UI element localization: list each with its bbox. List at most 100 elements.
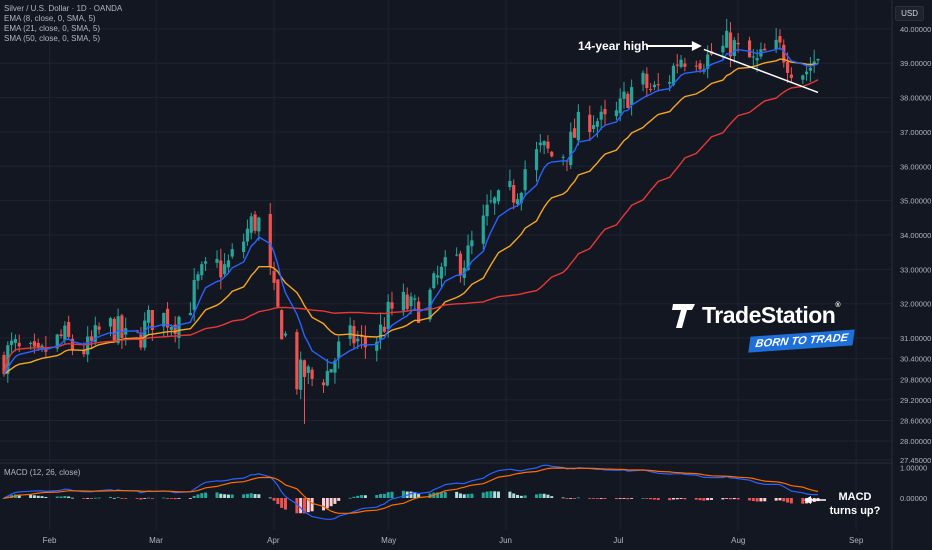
candle-body[interactable] <box>812 61 816 66</box>
candle-body[interactable] <box>401 291 405 311</box>
candle-body[interactable] <box>485 204 489 217</box>
candle-body[interactable] <box>652 84 657 88</box>
candle-body[interactable] <box>622 91 626 99</box>
candle-body[interactable] <box>576 111 580 141</box>
candle-body[interactable] <box>200 264 204 276</box>
candle-body[interactable] <box>223 264 227 275</box>
candle-body[interactable] <box>32 341 37 347</box>
candle-body[interactable] <box>93 325 97 342</box>
candle-body[interactable] <box>86 336 90 355</box>
candle-body[interactable] <box>242 241 246 253</box>
candle-body[interactable] <box>732 40 736 56</box>
candle-body[interactable] <box>306 366 310 373</box>
candle-body[interactable] <box>230 249 234 257</box>
candle-body[interactable] <box>165 308 170 328</box>
candle-body[interactable] <box>363 337 367 348</box>
candle-body[interactable] <box>725 30 729 48</box>
candle-body[interactable] <box>112 318 116 341</box>
candle-body[interactable] <box>470 240 474 247</box>
candle-body[interactable] <box>561 156 565 158</box>
candle-body[interactable] <box>257 217 261 232</box>
candle-body[interactable] <box>150 309 154 331</box>
candle-body[interactable] <box>649 89 653 91</box>
candle-body[interactable] <box>55 334 59 349</box>
candle-body[interactable] <box>413 298 417 300</box>
candle-body[interactable] <box>173 324 177 334</box>
candle-body[interactable] <box>59 334 63 337</box>
candle-body[interactable] <box>375 341 379 351</box>
candle-body[interactable] <box>508 181 512 188</box>
candle-body[interactable] <box>466 245 470 271</box>
candle-body[interactable] <box>348 325 352 339</box>
indicator-ema8[interactable]: EMA (8, close, 0, SMA, 5) <box>4 14 96 23</box>
candle-body[interactable] <box>302 360 307 377</box>
candle-body[interactable] <box>325 370 329 386</box>
candle-body[interactable] <box>458 253 463 276</box>
candle-body[interactable] <box>337 341 341 359</box>
candle-body[interactable] <box>10 340 14 345</box>
candle-body[interactable] <box>299 359 303 390</box>
candle-body[interactable] <box>333 360 337 373</box>
indicator-ema21[interactable]: EMA (21, close, 0, SMA, 5) <box>4 24 101 33</box>
candle-body[interactable] <box>599 111 603 120</box>
candle-body[interactable] <box>626 93 630 108</box>
candle-body[interactable] <box>455 254 459 256</box>
candle-body[interactable] <box>196 274 200 281</box>
candle-body[interactable] <box>253 214 257 231</box>
candle-body[interactable] <box>428 289 432 320</box>
candle-body[interactable] <box>519 192 523 204</box>
candle-body[interactable] <box>13 338 18 343</box>
candle-body[interactable] <box>390 302 394 309</box>
candle-body[interactable] <box>808 67 812 71</box>
candle-body[interactable] <box>409 296 413 307</box>
candle-body[interactable] <box>618 98 622 114</box>
candle-body[interactable] <box>671 65 676 85</box>
candle-body[interactable] <box>146 309 151 323</box>
candle-body[interactable] <box>816 59 820 61</box>
candle-body[interactable] <box>29 342 33 344</box>
candle-body[interactable] <box>188 312 192 316</box>
candle-body[interactable] <box>139 334 143 348</box>
candle-body[interactable] <box>572 128 577 138</box>
candle-body[interactable] <box>747 40 752 58</box>
candle-body[interactable] <box>268 213 272 267</box>
candle-body[interactable] <box>751 56 755 58</box>
candle-body[interactable] <box>192 280 196 310</box>
candle-body[interactable] <box>162 312 166 327</box>
candle-body[interactable] <box>321 382 326 386</box>
candle-body[interactable] <box>439 266 444 279</box>
candle-body[interactable] <box>443 257 447 267</box>
candle-body[interactable] <box>630 87 634 106</box>
candle-body[interactable] <box>17 342 21 347</box>
candle-body[interactable] <box>272 270 276 283</box>
candle-body[interactable] <box>203 261 208 264</box>
candle-body[interactable] <box>614 110 619 117</box>
candle-body[interactable] <box>215 258 219 263</box>
indicator-sma50[interactable]: SMA (50, close, 0, SMA, 5) <box>4 34 101 43</box>
candle-body[interactable] <box>356 338 360 342</box>
candle-body[interactable] <box>295 332 299 390</box>
candle-body[interactable] <box>97 326 101 330</box>
candle-body[interactable] <box>432 273 436 289</box>
candle-body[interactable] <box>782 44 786 63</box>
candle-body[interactable] <box>668 82 672 84</box>
candle-body[interactable] <box>496 190 501 202</box>
candle-body[interactable] <box>405 294 409 309</box>
candle-body[interactable] <box>481 215 485 244</box>
candle-body[interactable] <box>169 326 173 330</box>
candle-body[interactable] <box>542 141 546 146</box>
macd-label[interactable]: MACD (12, 26, close) <box>4 468 81 477</box>
candle-body[interactable] <box>706 54 710 69</box>
candle-body[interactable] <box>276 279 280 307</box>
candle-body[interactable] <box>310 369 314 379</box>
candle-body[interactable] <box>801 75 805 80</box>
candle-body[interactable] <box>591 125 596 130</box>
candle-body[interactable] <box>595 121 599 127</box>
candle-body[interactable] <box>280 310 284 340</box>
candle-body[interactable] <box>694 65 698 67</box>
candle-body[interactable] <box>493 197 497 204</box>
candle-body[interactable] <box>538 142 542 146</box>
candle-body[interactable] <box>523 169 527 191</box>
candle-body[interactable] <box>120 315 124 338</box>
candle-body[interactable] <box>755 58 759 61</box>
